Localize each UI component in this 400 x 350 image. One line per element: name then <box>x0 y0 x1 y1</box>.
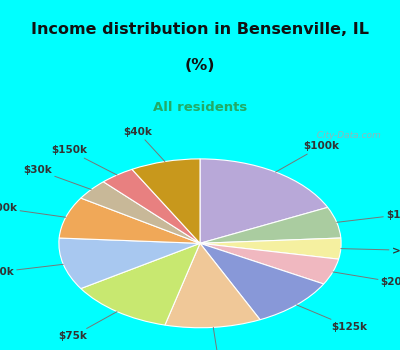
Text: $75k: $75k <box>58 312 117 341</box>
Wedge shape <box>200 243 339 284</box>
Wedge shape <box>81 243 200 325</box>
Text: $100k: $100k <box>276 141 339 172</box>
Text: $125k: $125k <box>297 305 368 332</box>
Wedge shape <box>200 238 341 259</box>
Wedge shape <box>132 159 200 243</box>
Text: Income distribution in Bensenville, IL: Income distribution in Bensenville, IL <box>31 22 369 37</box>
Text: $20k: $20k <box>333 272 400 287</box>
Text: > $200k: > $200k <box>341 246 400 256</box>
Wedge shape <box>59 238 200 288</box>
Wedge shape <box>59 198 200 243</box>
Wedge shape <box>200 208 341 243</box>
Text: $50k: $50k <box>0 264 63 277</box>
Wedge shape <box>81 182 200 243</box>
Wedge shape <box>103 169 200 243</box>
Text: $60k: $60k <box>204 327 232 350</box>
Text: $40k: $40k <box>123 127 165 162</box>
Wedge shape <box>200 243 324 320</box>
Text: $10k: $10k <box>337 210 400 222</box>
Text: City-Data.com: City-Data.com <box>310 131 380 140</box>
Text: $30k: $30k <box>23 165 91 189</box>
Text: (%): (%) <box>185 58 215 73</box>
Text: All residents: All residents <box>153 101 247 114</box>
Text: $150k: $150k <box>51 145 117 175</box>
Wedge shape <box>200 159 328 243</box>
Wedge shape <box>165 243 260 328</box>
Text: $200k: $200k <box>0 203 66 217</box>
